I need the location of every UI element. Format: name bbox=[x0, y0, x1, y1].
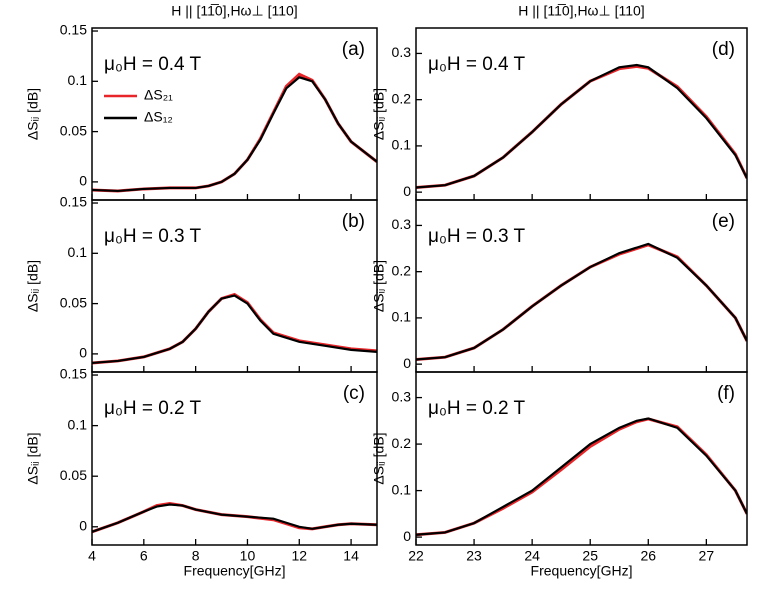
y-axis-label: ΔSᵢⱼ [dB] bbox=[371, 88, 387, 140]
panel-label: (f) bbox=[717, 383, 735, 404]
x-tick-label: 24 bbox=[524, 548, 540, 564]
y-tick-label: 0 bbox=[403, 528, 411, 544]
x-tick-label: 14 bbox=[343, 548, 359, 564]
field-label: μ₀H = 0.3 T bbox=[104, 226, 202, 247]
y-tick-label: 0.1 bbox=[392, 137, 412, 153]
panel-label: (d) bbox=[712, 39, 735, 60]
x-tick-label: 8 bbox=[192, 548, 200, 564]
chart-title: H || [11̅0],Hω⊥ [110] bbox=[518, 3, 644, 19]
data-line bbox=[416, 417, 747, 536]
data-line bbox=[416, 63, 747, 189]
data-line bbox=[416, 243, 747, 362]
x-tick-label: 22 bbox=[408, 548, 424, 564]
y-tick-label: 0.15 bbox=[60, 194, 87, 210]
panel-label: (a) bbox=[342, 39, 365, 60]
legend-label: ΔS₁₂ bbox=[144, 109, 173, 125]
panel-label: (e) bbox=[712, 211, 735, 232]
x-axis-label: Frequency[GHz] bbox=[184, 563, 286, 579]
panel-label: (b) bbox=[342, 211, 365, 232]
field-label: μ₀H = 0.4 T bbox=[428, 54, 526, 75]
field-label: μ₀H = 0.3 T bbox=[428, 226, 526, 247]
y-tick-label: 0 bbox=[403, 183, 411, 199]
y-axis-label: ΔSᵢⱼ [dB] bbox=[371, 432, 387, 484]
y-tick-label: 0.1 bbox=[68, 416, 88, 432]
x-tick-label: 10 bbox=[240, 548, 256, 564]
y-tick-label: 0.1 bbox=[392, 309, 412, 325]
y-tick-label: 0.05 bbox=[60, 294, 87, 310]
field-label: μ₀H = 0.2 T bbox=[428, 398, 526, 419]
y-axis-label: ΔSᵢⱼ [dB] bbox=[25, 260, 41, 312]
panel-label: (c) bbox=[343, 383, 365, 404]
y-tick-label: 0.3 bbox=[392, 388, 412, 404]
y-tick-label: 0 bbox=[403, 355, 411, 371]
y-axis-label: ΔSᵢⱼ [dB] bbox=[25, 88, 41, 140]
y-tick-label: 0.2 bbox=[392, 90, 412, 106]
data-line bbox=[92, 292, 377, 365]
field-label: μ₀H = 0.4 T bbox=[104, 54, 202, 75]
x-axis-label: Frequency[GHz] bbox=[531, 563, 633, 579]
plot-frame bbox=[91, 371, 378, 546]
data-line bbox=[416, 417, 747, 537]
chart-title: H || [11̅0],Hω⊥ [110] bbox=[171, 3, 297, 19]
x-tick-label: 27 bbox=[699, 548, 715, 564]
y-tick-label: 0.05 bbox=[60, 467, 87, 483]
y-tick-label: 0.15 bbox=[60, 366, 87, 382]
legend-label: ΔS₂₁ bbox=[144, 87, 173, 103]
data-line bbox=[92, 502, 377, 534]
y-axis-label: ΔSᵢⱼ [dB] bbox=[371, 260, 387, 312]
x-tick-label: 6 bbox=[140, 548, 148, 564]
y-tick-label: 0.15 bbox=[60, 22, 87, 38]
data-line bbox=[416, 64, 747, 190]
y-tick-label: 0 bbox=[79, 173, 87, 189]
y-tick-label: 0.05 bbox=[60, 122, 87, 138]
y-tick-label: 0.2 bbox=[392, 262, 412, 278]
y-tick-label: 0.3 bbox=[392, 44, 412, 60]
plot-frame bbox=[415, 371, 748, 546]
x-tick-label: 26 bbox=[640, 548, 656, 564]
y-tick-label: 0.1 bbox=[68, 72, 88, 88]
y-tick-label: 0.2 bbox=[392, 435, 412, 451]
y-tick-label: 0.3 bbox=[392, 216, 412, 232]
x-tick-label: 4 bbox=[88, 548, 96, 564]
y-axis-label: ΔSᵢⱼ [dB] bbox=[25, 432, 41, 484]
x-tick-label: 23 bbox=[466, 548, 482, 564]
field-label: μ₀H = 0.2 T bbox=[104, 398, 202, 419]
y-tick-label: 0.1 bbox=[392, 481, 412, 497]
y-tick-label: 0 bbox=[79, 517, 87, 533]
x-tick-label: 25 bbox=[582, 548, 598, 564]
data-line bbox=[92, 76, 377, 193]
y-tick-label: 0.1 bbox=[68, 244, 88, 260]
x-tick-label: 12 bbox=[291, 548, 307, 564]
y-tick-label: 0 bbox=[79, 345, 87, 361]
data-line bbox=[92, 503, 377, 533]
data-line bbox=[416, 242, 747, 361]
data-line bbox=[92, 294, 377, 365]
